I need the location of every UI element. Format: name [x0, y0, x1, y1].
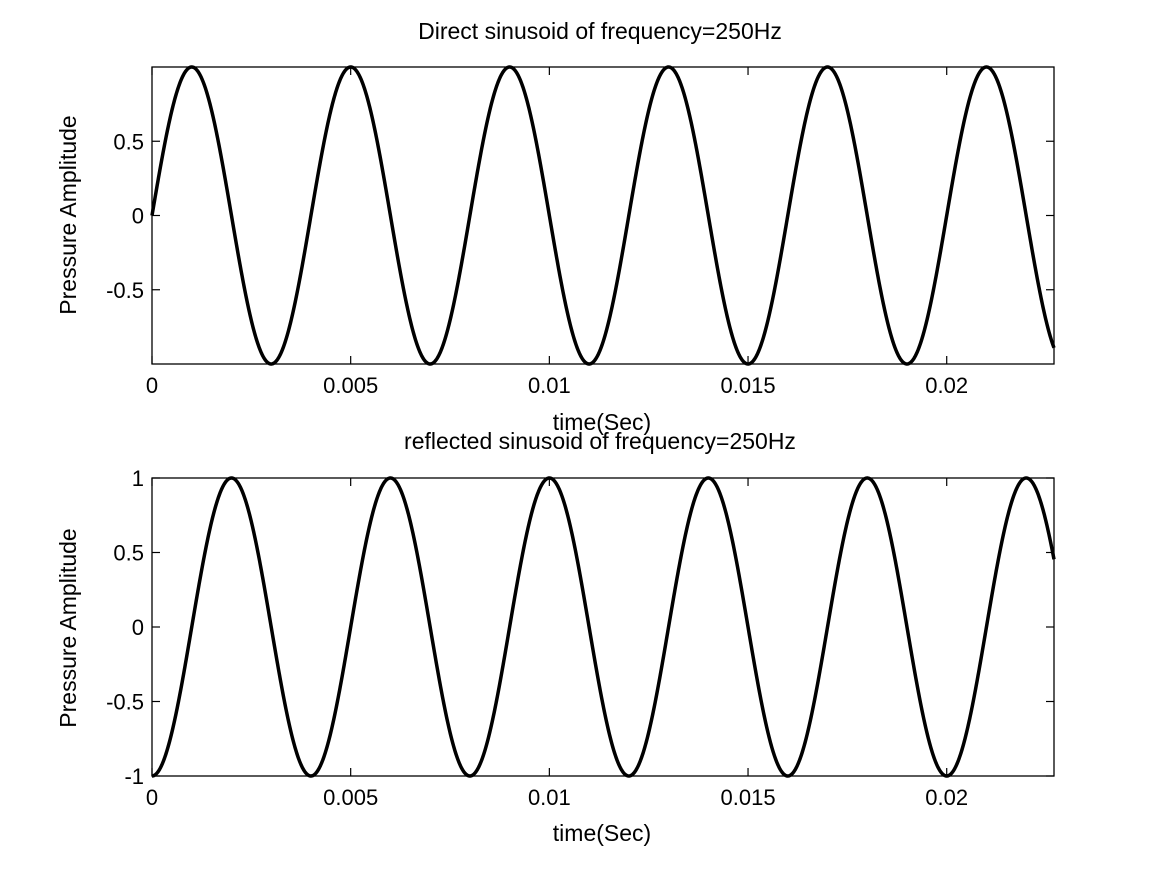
x-tick-label: 0.01	[528, 373, 571, 398]
series-line	[150, 476, 1056, 778]
x-tick-label: 0	[146, 373, 158, 398]
chart-title: Direct sinusoid of frequency=250Hz	[418, 18, 782, 44]
y-tick-label: -0.5	[106, 690, 144, 715]
plot-frame	[151, 477, 1055, 777]
y-tick-label: 0.5	[113, 129, 144, 154]
x-tick-label: 0	[146, 785, 158, 810]
y-tick-label: -0.5	[106, 278, 144, 303]
chart-title: reflected sinusoid of frequency=250Hz	[404, 428, 796, 454]
y-tick-label: 0	[132, 615, 144, 640]
y-tick-label: 0	[132, 204, 144, 229]
x-tick-label: 0.005	[323, 785, 378, 810]
axis-ticks	[151, 477, 1054, 777]
x-tick-label: 0.01	[528, 785, 571, 810]
direct-sinusoid-panel: Direct sinusoid of frequency=250Hz Press…	[55, 18, 1056, 435]
y-axis-label: Pressure Amplitude	[55, 115, 81, 314]
tick-labels: 0 0.005 0.01 0.015 0.02 1 0.5 0 -0.5 -1	[106, 466, 968, 810]
y-tick-label: -1	[124, 764, 144, 789]
series-line	[150, 65, 1056, 366]
reflected-sinusoid-panel: reflected sinusoid of frequency=250Hz Pr…	[55, 428, 1056, 846]
x-tick-label: 0.02	[925, 785, 968, 810]
axis-ticks	[151, 67, 1054, 364]
y-tick-label: 1	[132, 466, 144, 491]
x-tick-label: 0.02	[925, 373, 968, 398]
y-axis-label: Pressure Amplitude	[55, 528, 81, 727]
tick-labels: 0 0.005 0.01 0.015 0.02 0.5 0 -0.5	[106, 129, 968, 398]
x-tick-label: 0.005	[323, 373, 378, 398]
x-tick-label: 0.015	[721, 373, 776, 398]
x-axis-label: time(Sec)	[553, 409, 651, 435]
plot-frame	[151, 66, 1055, 365]
x-axis-label: time(Sec)	[553, 820, 651, 846]
y-tick-label: 0.5	[113, 541, 144, 566]
x-tick-label: 0.015	[721, 785, 776, 810]
